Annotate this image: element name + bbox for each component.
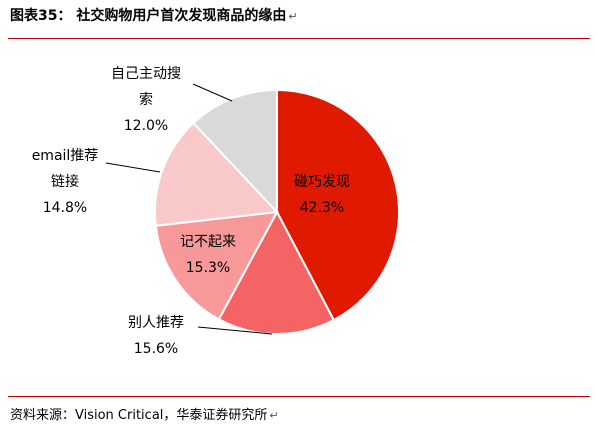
leader-line bbox=[192, 83, 233, 102]
pie-slice bbox=[276, 88, 400, 322]
title-text: 图表35： 社交购物用户首次发现商品的缘由 bbox=[10, 8, 287, 24]
slice-label: 记不起来 15.3% bbox=[180, 234, 236, 276]
source-rule bbox=[8, 396, 590, 397]
return-mark-icon: ↵ bbox=[288, 10, 298, 23]
leader-line bbox=[105, 162, 161, 173]
source-text: 资料来源：Vision Critical，华泰证券研究所 bbox=[10, 408, 268, 423]
source-note: 资料来源：Vision Critical，华泰证券研究所 ↵ bbox=[10, 404, 279, 423]
pie-slice bbox=[217, 209, 336, 335]
return-mark-icon: ↵ bbox=[269, 409, 279, 422]
title-rule bbox=[8, 38, 590, 39]
pie-slice bbox=[192, 88, 278, 215]
slice-label: 别人推荐 15.6% bbox=[128, 315, 184, 357]
slice-label: email推荐链接 14.8% bbox=[32, 148, 99, 216]
slice-label: 自己主动搜索 12.0% bbox=[111, 66, 181, 134]
pie-slice bbox=[154, 121, 280, 227]
leader-line bbox=[197, 326, 273, 335]
slice-label: 碰巧发现 42.3% bbox=[294, 174, 350, 216]
page-title: 图表35： 社交购物用户首次发现商品的缘由 ↵ bbox=[10, 5, 298, 25]
pie-slice bbox=[154, 210, 279, 321]
